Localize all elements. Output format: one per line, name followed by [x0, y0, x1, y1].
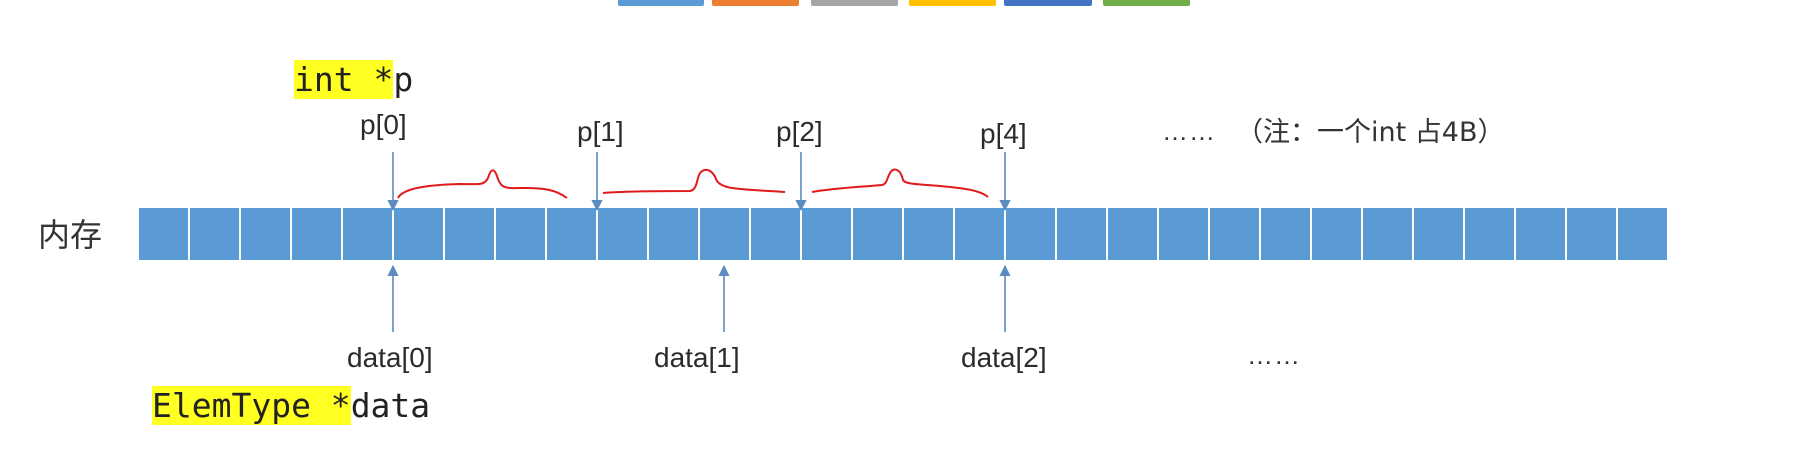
memory-cell	[292, 208, 341, 260]
memory-cell	[1312, 208, 1361, 260]
memory-cell	[445, 208, 494, 260]
memory-cell	[1159, 208, 1208, 260]
int-pointer-name: p	[393, 60, 414, 99]
memory-cell	[1516, 208, 1565, 260]
memory-cell	[1414, 208, 1463, 260]
memory-cell	[1261, 208, 1310, 260]
memory-cell	[394, 208, 443, 260]
swatch-gray	[811, 0, 898, 6]
memory-cell	[139, 208, 188, 260]
memory-cell	[1567, 208, 1616, 260]
elemtype-pointer-type: ElemType *	[152, 386, 351, 425]
memory-cell	[1006, 208, 1055, 260]
bottom-ellipsis: ……	[1247, 340, 1301, 370]
brace-p0-p1	[397, 169, 568, 199]
memory-cell	[1210, 208, 1259, 260]
memory-cell	[1618, 208, 1667, 260]
memory-cell	[598, 208, 647, 260]
memory-cell	[1363, 208, 1412, 260]
brace-p1-p2	[602, 168, 786, 194]
memory-bar	[139, 208, 1667, 260]
elemtype-pointer-declaration: ElemType *data	[152, 386, 430, 426]
memory-cell	[1057, 208, 1106, 260]
swatch-darkblue	[1004, 0, 1092, 6]
swatch-orange	[712, 0, 799, 6]
int-pointer-type: int *	[294, 60, 394, 99]
memory-cell	[1465, 208, 1514, 260]
memory-cell	[547, 208, 596, 260]
memory-cell	[700, 208, 749, 260]
swatch-green	[1103, 0, 1190, 6]
top-ellipsis: ……	[1162, 116, 1216, 146]
memory-cell	[190, 208, 239, 260]
pointer-label-p4: p[4]	[980, 118, 1027, 149]
elemtype-pointer-name: data	[350, 386, 431, 425]
int-pointer-declaration: int *p	[294, 60, 413, 100]
memory-cell	[649, 208, 698, 260]
pointer-label-p2: p[2]	[776, 116, 823, 147]
brace-p2-p4	[811, 168, 989, 198]
memory-cell	[904, 208, 953, 260]
memory-cell	[1108, 208, 1157, 260]
memory-cell	[496, 208, 545, 260]
color-swatch-strip	[0, 0, 1796, 8]
int-size-note: （注：一个int 占4B）	[1236, 117, 1505, 148]
data-label-2: data[2]	[961, 342, 1047, 373]
memory-cell	[853, 208, 902, 260]
pointer-label-p0: p[0]	[360, 109, 407, 140]
memory-cell	[241, 208, 290, 260]
data-label-0: data[0]	[347, 342, 433, 373]
memory-cell	[802, 208, 851, 260]
data-label-1: data[1]	[654, 342, 740, 373]
swatch-blue	[618, 0, 704, 6]
swatch-gold	[909, 0, 996, 6]
memory-cell	[955, 208, 1004, 260]
memory-cell	[751, 208, 800, 260]
pointer-label-p1: p[1]	[577, 116, 624, 147]
memory-cell	[343, 208, 392, 260]
memory-label: 内存	[38, 216, 103, 254]
